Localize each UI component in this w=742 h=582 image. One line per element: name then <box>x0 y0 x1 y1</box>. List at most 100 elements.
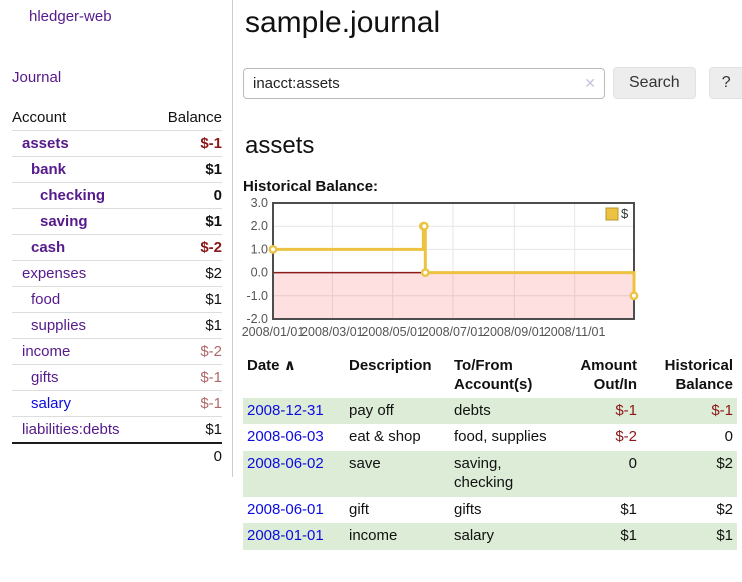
svg-text:2008/01/01: 2008/01/01 <box>242 325 305 339</box>
account-link[interactable]: assets <box>22 135 69 152</box>
account-link[interactable]: bank <box>31 161 67 178</box>
account-row: food $1 <box>12 286 222 313</box>
legend-swatch <box>605 207 619 221</box>
svg-text:2008/11/01: 2008/11/01 <box>544 325 606 339</box>
account-link[interactable]: income <box>22 343 71 360</box>
account-balance: $-1 <box>151 364 222 391</box>
account-row: expenses $2 <box>12 260 222 287</box>
transaction-accounts: debts <box>454 401 491 419</box>
accounts-header-row: Account Balance <box>12 105 222 131</box>
register-header-accounts: To/From Account(s) <box>454 357 533 393</box>
svg-text:2008/05/01: 2008/05/01 <box>361 325 424 339</box>
transaction-date-link[interactable]: 2008-12-31 <box>247 401 324 419</box>
account-heading: assets <box>245 132 315 159</box>
account-row: salary $-1 <box>12 390 222 417</box>
accounts-total-row: 0 <box>12 442 222 469</box>
sidebar-item-journal[interactable]: Journal <box>12 69 62 86</box>
register-row: 2008-12-31 pay off debts $-1 $-1 <box>243 397 737 425</box>
account-row: assets $-1 <box>12 130 222 157</box>
transaction-description: gift <box>349 500 370 518</box>
main-content: sample.journal ✕ Search ? assets Histori… <box>233 0 742 550</box>
clear-search-icon[interactable]: ✕ <box>584 74 596 91</box>
data-point-marker <box>268 245 278 254</box>
account-balance: $-2 <box>151 338 222 365</box>
account-balance: $-2 <box>151 234 222 261</box>
account-row: checking 0 <box>12 182 222 209</box>
sidebar: hledger-web Journal Account Balance asse… <box>0 0 233 477</box>
sidebar-nav: Journal <box>12 69 222 86</box>
account-link[interactable]: food <box>31 291 61 308</box>
account-row: cash $-2 <box>12 234 222 261</box>
register-header-amount: Amount Out/In <box>580 357 637 393</box>
account-link[interactable]: cash <box>31 239 66 256</box>
transaction-amount: $-2 <box>615 428 637 446</box>
transaction-accounts: saving, checking <box>454 455 514 491</box>
svg-text:0.0: 0.0 <box>251 266 268 280</box>
transaction-description: income <box>349 527 398 545</box>
svg-text:2008/09/01: 2008/09/01 <box>483 325 546 339</box>
svg-text:1.0: 1.0 <box>251 242 268 256</box>
account-balance: $1 <box>151 208 222 235</box>
svg-text:3.0: 3.0 <box>251 196 268 210</box>
register-row: 2008-06-02 save saving, checking 0 $2 <box>243 451 737 497</box>
transaction-date-link[interactable]: 2008-06-01 <box>247 500 324 518</box>
register-header-row: Date ∧ Description To/From Account(s) Am… <box>243 354 737 398</box>
register-row: 2008-06-01 gift gifts $1 $2 <box>243 497 737 524</box>
legend-label: $ <box>621 206 629 221</box>
accounts-header-balance: Balance <box>151 105 222 131</box>
account-link[interactable]: checking <box>40 187 106 204</box>
transaction-balance: $1 <box>716 527 733 545</box>
transaction-accounts: salary <box>454 527 495 545</box>
account-link[interactable]: expenses <box>22 265 87 282</box>
search-button[interactable]: Search <box>613 67 696 99</box>
transaction-balance: 0 <box>724 428 733 446</box>
register-header-description: Description <box>349 357 432 374</box>
register-header-balance: Historical Balance <box>664 357 733 393</box>
historical-balance-chart: $3.0 2.0 1.0 0.0 -1.0 -2.02008/01/012008/03/0… <box>242 196 639 339</box>
brand-link[interactable]: hledger-web <box>29 8 112 25</box>
svg-text:2008/07/01: 2008/07/01 <box>422 325 485 339</box>
accounts-header-account: Account <box>12 105 152 131</box>
account-balance: $1 <box>151 312 222 339</box>
account-link[interactable]: liabilities:debts <box>22 421 120 438</box>
accounts-table: Account Balance assets $-1 bank $1 checking 0… <box>12 105 222 469</box>
data-point-marker <box>420 268 430 278</box>
transaction-balance: $2 <box>716 500 733 518</box>
transaction-accounts: food, supplies <box>454 428 547 446</box>
transaction-amount: $1 <box>620 527 637 545</box>
account-balance: $-1 <box>151 130 222 157</box>
transaction-amount: $-1 <box>615 401 637 419</box>
svg-text:-2.0: -2.0 <box>246 312 268 326</box>
account-link[interactable]: salary <box>31 395 72 412</box>
account-row: bank $1 <box>12 156 222 183</box>
account-link[interactable]: supplies <box>31 317 87 334</box>
app-layout: hledger-web Journal Account Balance asse… <box>0 0 742 550</box>
transaction-date-link[interactable]: 2008-06-03 <box>247 428 324 446</box>
transaction-date-link[interactable]: 2008-01-01 <box>247 527 324 545</box>
account-balance: 0 <box>151 182 222 209</box>
transaction-date-link[interactable]: 2008-06-02 <box>247 455 324 472</box>
account-link[interactable]: saving <box>40 213 88 230</box>
account-link[interactable]: gifts <box>31 369 59 386</box>
account-balance: $-1 <box>151 390 222 417</box>
account-row: liabilities:debts $1 <box>12 416 222 443</box>
help-button[interactable]: ? <box>708 67 742 99</box>
search-bar: ✕ Search ? <box>243 67 742 99</box>
account-row: gifts $-1 <box>12 364 222 391</box>
search-input[interactable] <box>243 67 605 99</box>
register-table: Date ∧ Description To/From Account(s) Am… <box>243 354 737 550</box>
accounts-tbody: assets $-1 bank $1 checking 0 saving $1 cash $-2 e… <box>12 130 222 443</box>
data-point-marker <box>419 221 429 231</box>
search-box: ✕ <box>243 67 605 99</box>
transaction-description: save <box>349 455 381 472</box>
account-balance: $1 <box>151 416 222 443</box>
transaction-amount: 0 <box>628 455 637 472</box>
svg-text:2008/03/01: 2008/03/01 <box>301 325 364 339</box>
account-balance: $1 <box>151 286 222 313</box>
account-row: supplies $1 <box>12 312 222 339</box>
register-header-date[interactable]: Date ∧ <box>243 354 345 398</box>
account-balance: $1 <box>151 156 222 183</box>
sort-ascending-icon: ∧ <box>283 357 296 374</box>
transaction-description: eat & shop <box>349 428 421 446</box>
account-row: income $-2 <box>12 338 222 365</box>
